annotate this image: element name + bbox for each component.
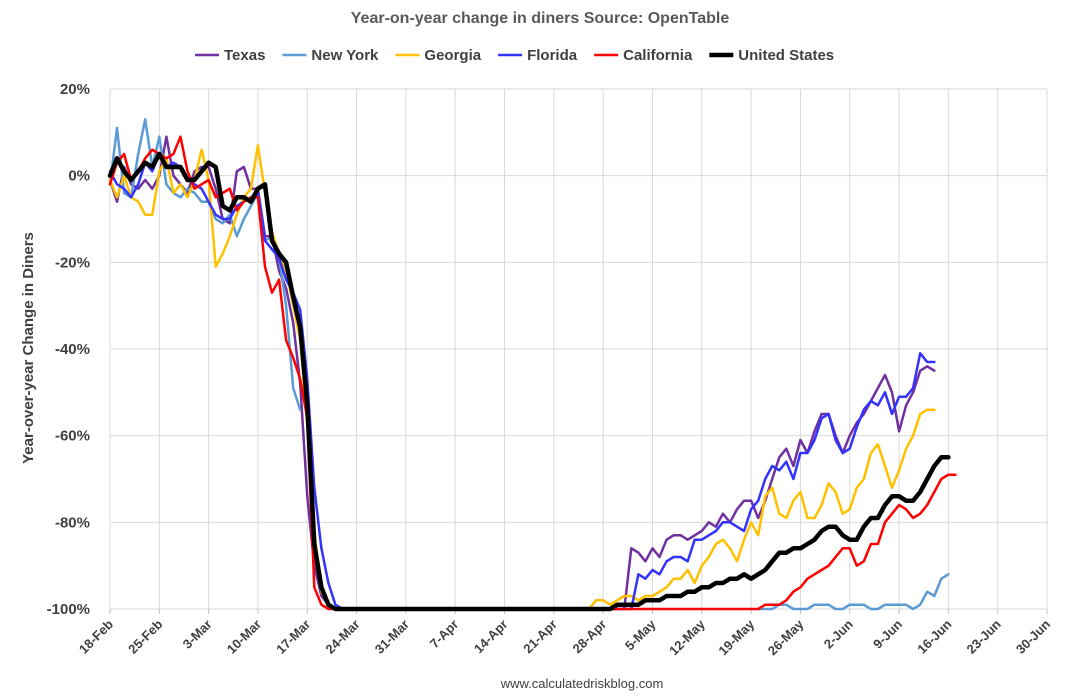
y-tick-label: 20%	[60, 81, 90, 98]
legend-label-california: California	[623, 47, 693, 64]
x-tick-label: 16-Jun	[914, 616, 954, 656]
x-tick-label: 17-Mar	[273, 617, 313, 657]
x-tick-label: 31-Mar	[372, 617, 412, 657]
legend-label-new-york: New York	[311, 47, 379, 64]
x-tick-label: 5-May	[622, 616, 659, 653]
y-tick-label: -40%	[55, 341, 90, 358]
x-tick-label: 19-May	[715, 616, 757, 658]
x-tick-label: 12-May	[666, 616, 708, 658]
x-tick-label: 28-Apr	[570, 617, 610, 657]
series-line-united-states	[107, 151, 951, 612]
series-lines	[107, 118, 957, 612]
x-tick-label: 23-Jun	[964, 616, 1004, 656]
x-tick-label: 26-May	[765, 616, 807, 658]
x-tick-label: 18-Feb	[76, 616, 116, 656]
y-axis-label: Year-over-year Change in Diners	[20, 232, 37, 464]
x-tick-label: 14-Apr	[471, 617, 511, 657]
legend-label-georgia: Georgia	[424, 47, 481, 64]
source-footer: www.calculatedriskblog.com	[500, 676, 664, 691]
legend: Texas New York Georgia Florida California Uni…	[195, 47, 834, 64]
y-axis-ticks: 20% 0% -20% -40% -60% -80% -100%	[47, 81, 90, 618]
y-tick-label: -100%	[47, 601, 90, 618]
legend-label-florida: Florida	[527, 47, 578, 64]
x-tick-label: 7-Apr	[427, 617, 462, 652]
x-tick-label: 10-Mar	[224, 617, 264, 657]
legend-label-united-states: United States	[738, 47, 834, 64]
x-tick-label: 30-Jun	[1013, 616, 1053, 656]
x-tick-label: 2-Jun	[821, 616, 856, 651]
y-tick-label: -20%	[55, 254, 90, 271]
series-line-california	[108, 135, 957, 611]
y-tick-label: -80%	[55, 514, 90, 531]
y-tick-label: -60%	[55, 428, 90, 445]
x-tick-label: 21-Apr	[520, 617, 560, 657]
x-tick-label: 25-Feb	[125, 616, 165, 656]
x-tick-label: 3-Mar	[180, 617, 215, 652]
x-axis-ticks: 18-Feb 25-Feb 3-Mar 10-Mar 17-Mar 24-Mar 31-Ma…	[76, 616, 1053, 658]
x-tick-label: 9-Jun	[870, 616, 905, 651]
y-tick-label: 0%	[68, 168, 90, 185]
legend-label-texas: Texas	[224, 47, 265, 64]
chart-title: Year-on-year change in diners Source: Op…	[351, 10, 730, 27]
x-tick-label: 24-Mar	[322, 617, 362, 657]
series-line-new-york	[108, 118, 950, 611]
grid	[109, 88, 1048, 614]
